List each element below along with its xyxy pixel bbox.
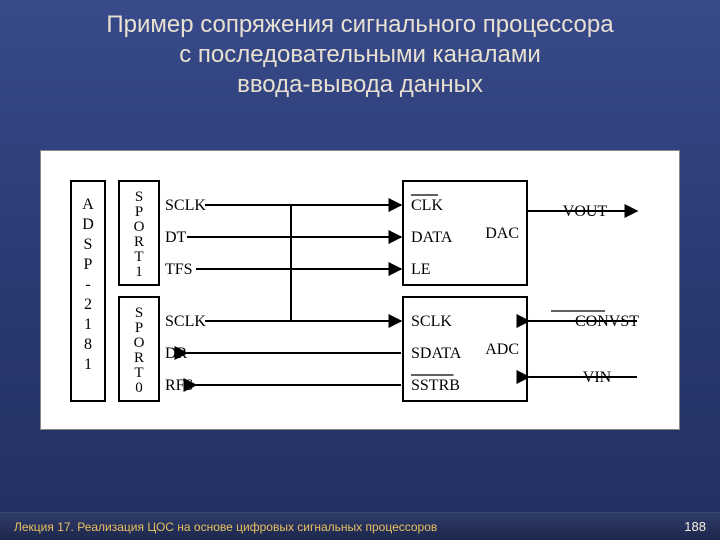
diagram-svg: ADSP-2181SPORT1SPORT0SCLKDTTFSSCLKDRRFSC… [41, 151, 681, 431]
diagram: ADSP-2181SPORT1SPORT0SCLKDTTFSSCLKDRRFSC… [40, 150, 680, 430]
title-line-2: с последовательными каналами [24, 40, 696, 70]
footer-lecture: Лекция 17. Реализация ЦОС на основе цифр… [14, 520, 437, 534]
adsp-label-char: D [82, 216, 94, 233]
adc-in-pin: SSTRB [411, 377, 460, 394]
dac-label: DAC [485, 225, 519, 242]
sport0-char: S [135, 305, 143, 321]
slide-title: Пример сопряжения сигнального процессора… [0, 0, 720, 100]
slide: Пример сопряжения сигнального процессора… [0, 0, 720, 540]
adsp-label-char: 8 [84, 336, 92, 353]
sport0-pin: RFS [165, 377, 193, 394]
sport1-pin: TFS [165, 261, 193, 278]
sport0-char: 0 [135, 380, 143, 396]
footer: Лекция 17. Реализация ЦОС на основе цифр… [0, 512, 720, 540]
sport0-char: R [134, 350, 144, 366]
sport1-char: O [134, 219, 145, 235]
adsp-label-char: P [84, 256, 93, 273]
sport1-char: P [135, 204, 143, 220]
sport0-char: T [134, 365, 143, 381]
sport1-char: 1 [135, 264, 143, 280]
sport1-pin: DT [165, 229, 187, 246]
adsp-label-char: 2 [84, 296, 92, 313]
dac-in-pin: CLK [411, 197, 443, 214]
adsp-label-char: S [84, 236, 93, 253]
adsp-label-char: A [82, 196, 94, 213]
adc-in-pin: SCLK [411, 313, 452, 330]
sport1-pin: SCLK [165, 197, 206, 214]
sport1-char: S [135, 189, 143, 205]
adc-label: ADC [485, 341, 519, 358]
adsp-label-char: 1 [84, 316, 92, 333]
title-line-3: ввода-вывода данных [24, 70, 696, 100]
adc-in-pin: SDATA [411, 345, 462, 362]
dac-in-pin: LE [411, 261, 431, 278]
page-number: 188 [684, 519, 706, 534]
sport1-char: R [134, 234, 144, 250]
sport0-pin: DR [165, 345, 188, 362]
title-line-1: Пример сопряжения сигнального процессора [24, 10, 696, 40]
adsp-label-char: - [85, 276, 90, 293]
sport0-pin: SCLK [165, 313, 206, 330]
sport1-char: T [134, 249, 143, 265]
sport0-char: O [134, 335, 145, 351]
adsp-label-char: 1 [84, 356, 92, 373]
sport0-char: P [135, 320, 143, 336]
dac-in-pin: DATA [411, 229, 453, 246]
